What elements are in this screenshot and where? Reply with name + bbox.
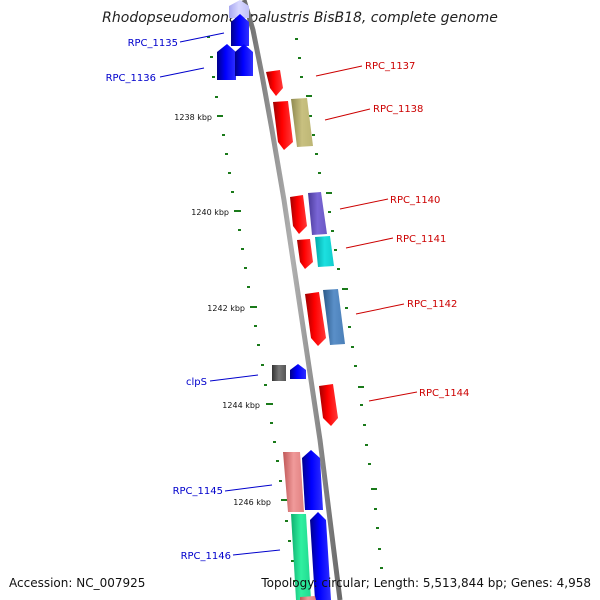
gene-label-rpc-1137[interactable]: RPC_1137 xyxy=(365,61,415,72)
gene-rpc-1136 xyxy=(217,44,236,80)
tick-label-1244: 1244 kbp xyxy=(222,401,260,410)
gene-rpc-1146 xyxy=(310,512,331,600)
gene-label-rpc-1144[interactable]: RPC_1144 xyxy=(419,388,469,399)
gene-label-rpc-1145[interactable]: RPC_1145 xyxy=(173,486,223,497)
gene-rpc-1142a xyxy=(305,292,326,346)
gene-rpc-1139 xyxy=(291,98,313,147)
gene-label-clps[interactable]: clpS xyxy=(186,377,207,388)
forward-genes xyxy=(217,0,331,600)
gene-rpc-1140a xyxy=(290,195,307,234)
gene-rpc-1137 xyxy=(266,70,283,96)
ruler-left xyxy=(207,36,296,582)
gene-label-rpc-1146[interactable]: RPC_1146 xyxy=(181,551,231,562)
gene-clps xyxy=(290,364,306,379)
gene-rpc-1138 xyxy=(273,101,293,150)
gene-rpc-1145 xyxy=(302,450,323,510)
reverse-genes xyxy=(266,70,345,600)
tick-label-1242: 1242 kbp xyxy=(207,304,245,313)
gene-label-rpc-1142[interactable]: RPC_1142 xyxy=(407,299,457,310)
label-leaders-left xyxy=(159,32,281,556)
tick-label-1238: 1238 kbp xyxy=(174,113,212,122)
gene-rpc-1145a xyxy=(283,452,304,512)
gene-rpc-1144 xyxy=(319,384,338,426)
gene-gray xyxy=(272,365,286,381)
gene-rpc-1142 xyxy=(323,289,345,345)
gene-label-rpc-1136[interactable]: RPC_1136 xyxy=(106,73,156,84)
accession-text: Accession: NC_007925 xyxy=(9,576,145,590)
topology-text: Topology: circular; Length: 5,513,844 bp… xyxy=(260,576,591,590)
tick-label-1240: 1240 kbp xyxy=(191,208,229,217)
ruler-right xyxy=(295,38,383,569)
map-title: Rhodopseudomonas palustris BisB18, compl… xyxy=(102,10,498,26)
gene-label-rpc-1140[interactable]: RPC_1140 xyxy=(390,195,440,206)
gene-lavender xyxy=(229,0,249,18)
gene-rpc-1135 xyxy=(231,14,249,46)
gene-rpc-1141 xyxy=(315,236,334,267)
gene-label-rpc-1138[interactable]: RPC_1138 xyxy=(373,104,423,115)
gene-rpc-1136b xyxy=(235,44,253,76)
gene-rpc-1140 xyxy=(308,192,327,235)
label-leaders-right xyxy=(315,65,418,402)
genome-backbone xyxy=(241,0,343,600)
gene-label-rpc-1141[interactable]: RPC_1141 xyxy=(396,234,446,245)
gene-rpc-1146a xyxy=(291,514,311,600)
gene-label-rpc-1135[interactable]: RPC_1135 xyxy=(128,38,178,49)
gene-rpc-1141a xyxy=(297,239,313,269)
gene-bottom-pink xyxy=(300,596,316,600)
tick-label-1246: 1246 kbp xyxy=(233,498,271,507)
